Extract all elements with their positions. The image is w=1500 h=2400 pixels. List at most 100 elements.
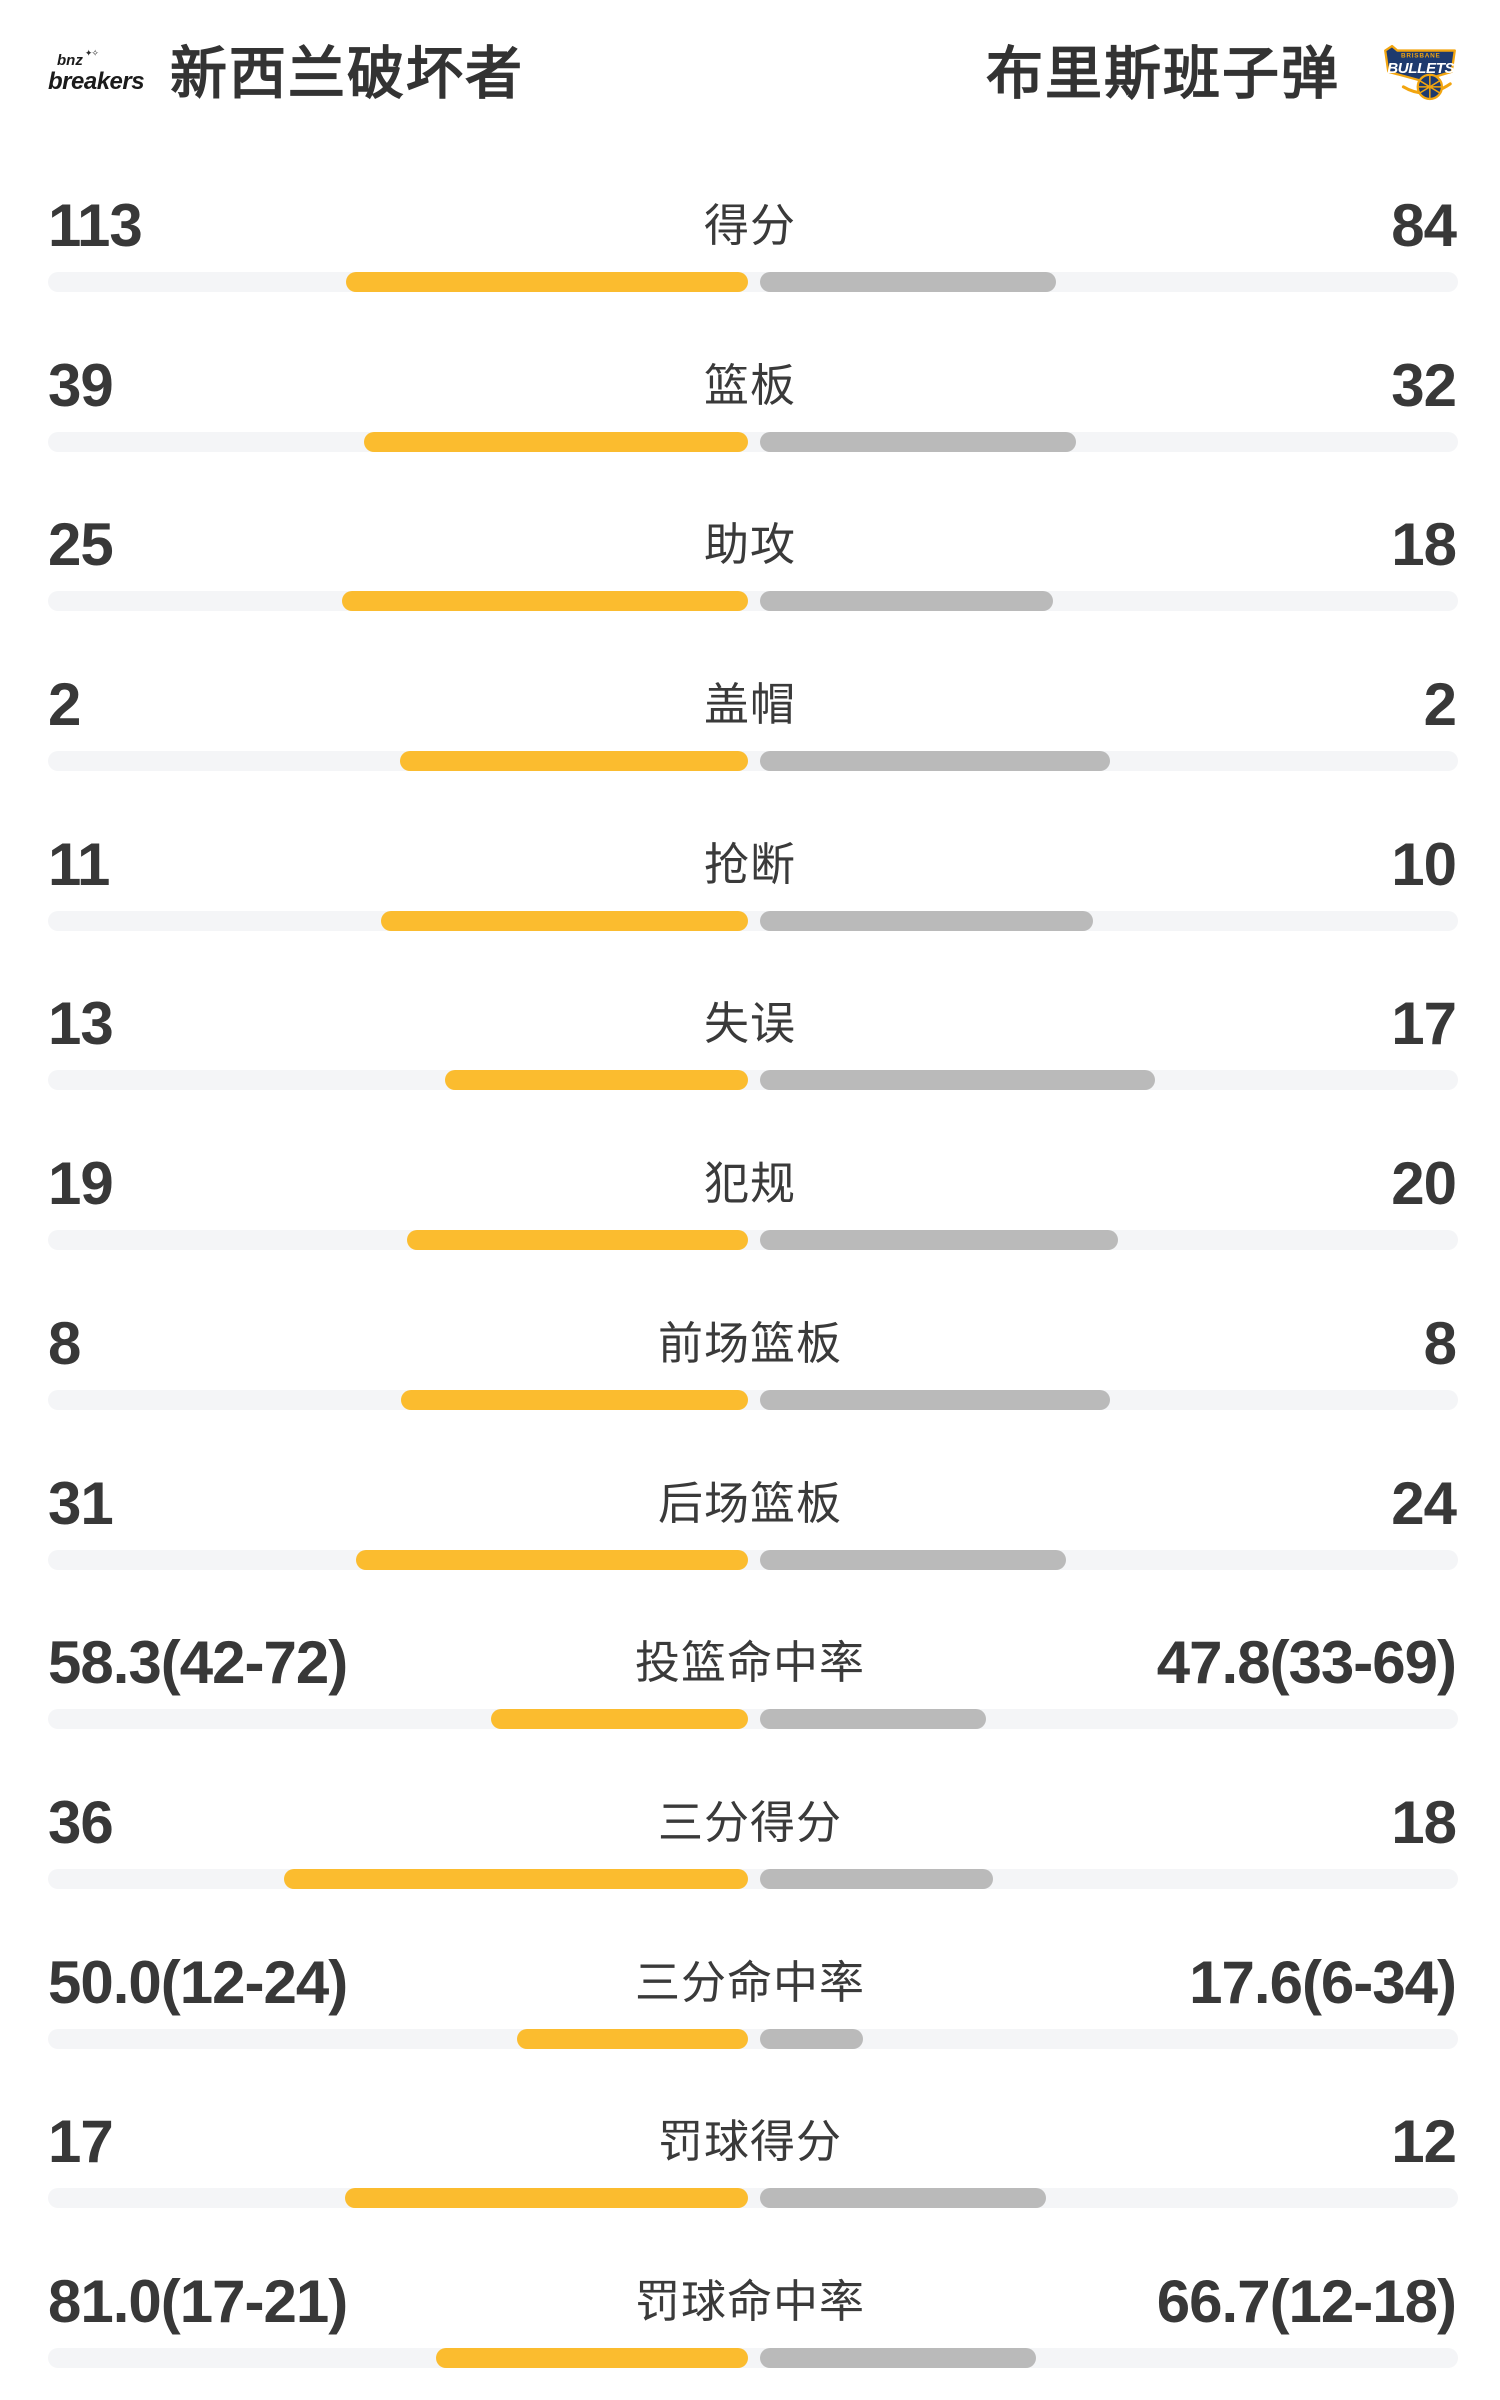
stat-values: 11 10: [48, 830, 1457, 898]
home-stat-value: 36: [48, 1788, 114, 1856]
home-stat-bar: [491, 1709, 748, 1730]
home-stat-value: 13: [48, 990, 114, 1058]
home-stat-bar: [364, 431, 748, 452]
bullets-crest-icon: BRISBANE BULLETS: [1384, 44, 1456, 100]
home-team-name: 新西兰破坏者: [170, 41, 524, 106]
stat-values: 19 20: [48, 1150, 1457, 1218]
stat-values: 36 18: [48, 1788, 1457, 1856]
home-stat-bar: [406, 1230, 748, 1251]
home-stat-bar: [381, 910, 748, 931]
bullets-crest-top-text: BRISBANE: [1401, 52, 1441, 59]
home-stat-bar: [444, 1070, 748, 1091]
team-stats-comparison-list: 113 84 得分 39 32 篮板 25 18 助攻 2: [0, 147, 1500, 2383]
stat-bar-track: [48, 1709, 1458, 1730]
home-stat-value: 113: [48, 192, 143, 259]
home-stat-bar: [346, 272, 748, 292]
away-stat-value: 32: [1391, 351, 1457, 419]
stat-values: 81.0(17-21) 66.7(12-18): [48, 2267, 1457, 2335]
stat-row: 113 84 得分: [0, 147, 1500, 307]
stat-label: 前场篮板: [657, 1317, 843, 1369]
away-stat-value: 84: [1391, 192, 1457, 259]
home-team-logo: bnz ✦✧ breakers: [48, 49, 145, 94]
bullets-crest-main-text: BULLETS: [1387, 60, 1454, 77]
stat-label: 失误: [703, 998, 797, 1050]
away-stat-value: 17.6(6-34): [1189, 1948, 1457, 2016]
stat-values: 25 18: [48, 511, 1457, 579]
away-stat-value: 20: [1391, 1150, 1457, 1218]
stat-row: 13 17 失误: [0, 945, 1500, 1105]
home-stat-value: 2: [48, 671, 81, 739]
away-stat-bar: [760, 1230, 1119, 1251]
away-stat-bar: [760, 431, 1076, 452]
stat-row: 17 12 罚球得分: [0, 2063, 1500, 2223]
stat-bar-track: [48, 751, 1458, 772]
away-stat-bar: [760, 272, 1057, 292]
home-stat-value: 8: [48, 1309, 81, 1377]
stat-row: 8 8 前场篮板: [0, 1265, 1500, 1425]
away-stat-value: 8: [1423, 1309, 1457, 1377]
stat-bar-track: [48, 431, 1458, 452]
home-team-header: bnz ✦✧ breakers 新西兰破坏者: [48, 44, 524, 104]
match-stats-header: bnz ✦✧ breakers 新西兰破坏者 布里斯班子弹 BRISBANE B…: [0, 0, 1500, 147]
home-stat-value: 39: [48, 351, 114, 419]
stat-label: 三分命中率: [634, 1956, 866, 2008]
away-stat-value: 12: [1391, 2108, 1457, 2176]
away-stat-bar: [760, 2028, 863, 2049]
away-stat-value: 18: [1391, 511, 1457, 579]
away-stat-bar: [760, 1389, 1110, 1410]
stat-label: 后场篮板: [657, 1477, 843, 1529]
stat-bar-track: [48, 1389, 1458, 1410]
home-stat-bar: [436, 2347, 748, 2368]
stat-bar-track: [48, 910, 1458, 931]
home-stat-bar: [284, 1868, 748, 1889]
stat-row: 81.0(17-21) 66.7(12-18) 罚球命中率: [0, 2223, 1500, 2383]
away-stat-bar: [760, 2188, 1047, 2209]
away-stat-value: 66.7(12-18): [1156, 2267, 1457, 2335]
home-stat-bar: [516, 2028, 748, 2049]
away-stat-bar: [760, 2347, 1037, 2368]
stat-row: 25 18 助攻: [0, 466, 1500, 626]
away-stat-value: 10: [1391, 830, 1457, 898]
stat-label: 助攻: [703, 519, 797, 571]
away-team-header: 布里斯班子弹 BRISBANE BULLETS: [986, 43, 1458, 105]
breakers-logo-bnz-text: bnz: [57, 52, 83, 69]
stat-values: 58.3(42-72) 47.8(33-69): [48, 1631, 1457, 1695]
stat-row: 36 18 三分得分: [0, 1744, 1500, 1904]
stat-label: 得分: [703, 200, 797, 251]
stat-bar-track: [48, 2028, 1458, 2049]
stat-label: 盖帽: [703, 679, 797, 731]
stat-label: 罚球得分: [657, 2116, 843, 2168]
stat-row: 39 32 篮板: [0, 307, 1500, 467]
away-stat-bar: [760, 591, 1054, 612]
stat-values: 113 84: [48, 192, 1457, 259]
stat-bar-track: [48, 272, 1458, 292]
away-stat-bar: [760, 1549, 1067, 1570]
stat-label: 投篮命中率: [634, 1637, 866, 1689]
away-stat-bar: [760, 910, 1093, 931]
home-stat-value: 19: [48, 1150, 114, 1218]
stat-bar-track: [48, 1549, 1458, 1570]
stat-values: 8 8: [48, 1309, 1457, 1377]
home-stat-value: 50.0(12-24): [48, 1948, 348, 2016]
away-stat-bar: [760, 1070, 1155, 1091]
home-stat-value: 17: [48, 2108, 114, 2176]
stat-bar-track: [48, 1868, 1458, 1889]
home-stat-value: 25: [48, 511, 114, 579]
stat-row: 19 20 犯规: [0, 1105, 1500, 1265]
home-stat-value: 31: [48, 1469, 114, 1537]
breakers-logo-top: bnz ✦✧: [57, 49, 99, 69]
stat-label: 篮板: [703, 359, 797, 411]
away-stat-value: 2: [1423, 671, 1457, 739]
stat-row: 2 2 盖帽: [0, 626, 1500, 786]
away-stat-value: 24: [1391, 1469, 1457, 1537]
stat-bar-track: [48, 2347, 1458, 2368]
away-stat-bar: [760, 1868, 993, 1889]
stat-row: 31 24 后场篮板: [0, 1425, 1500, 1585]
stat-row: 50.0(12-24) 17.6(6-34) 三分命中率: [0, 1904, 1500, 2064]
away-stat-bar: [760, 751, 1110, 772]
away-team-name: 布里斯班子弹: [986, 41, 1340, 106]
home-stat-value: 11: [48, 830, 110, 898]
stat-label: 犯规: [703, 1158, 797, 1210]
stat-bar-track: [48, 1070, 1458, 1091]
home-stat-bar: [399, 751, 748, 772]
